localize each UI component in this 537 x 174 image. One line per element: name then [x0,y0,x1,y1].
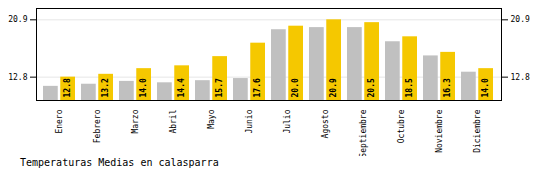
svg-text:14.0: 14.0 [139,78,148,97]
svg-text:20.9: 20.9 [511,15,530,24]
svg-text:17.6: 17.6 [253,78,262,97]
svg-text:Junio: Junio [245,109,254,133]
html-text:Temperaturas Medias en calaspa: Temperaturas Medias en calasparra [20,157,219,168]
svg-text:Agosto: Agosto [321,109,330,138]
svg-text:12.8: 12.8 [8,73,27,82]
svg-text:20.9: 20.9 [329,78,338,97]
svg-text:12.8: 12.8 [511,73,530,82]
svg-text:20.0: 20.0 [291,78,300,97]
svg-text:Febrero: Febrero [93,109,102,143]
svg-text:15.7: 15.7 [215,78,224,97]
svg-text:20.9: 20.9 [8,15,27,24]
svg-text:14.4: 14.4 [177,78,186,97]
svg-text:13.2: 13.2 [101,78,110,97]
svg-text:20.5: 20.5 [367,78,376,97]
svg-text:12.8: 12.8 [63,78,72,97]
svg-text:Enero: Enero [55,109,64,133]
svg-text:18.5: 18.5 [405,78,414,97]
svg-text:Abril: Abril [169,109,178,133]
svg-text:Mayo: Mayo [207,109,216,128]
svg-text:Octubre: Octubre [397,109,406,143]
svg-text:Noviembre: Noviembre [435,109,444,153]
svg-text:14.0: 14.0 [481,78,490,97]
svg-text:Diciembre: Diciembre [473,109,482,153]
svg-text:Marzo: Marzo [131,109,140,133]
svg-text:16.3: 16.3 [443,78,452,97]
svg-text:Septiembre: Septiembre [359,109,368,156]
svg-text:Julio: Julio [283,109,292,133]
